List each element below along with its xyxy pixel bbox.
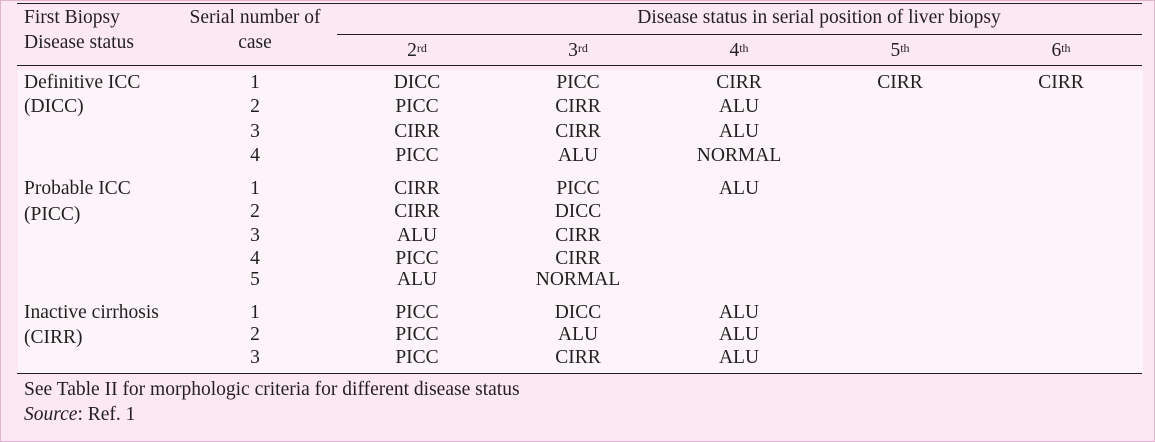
case-number: 2: [250, 324, 260, 345]
case-number: 1: [250, 178, 260, 199]
case-number: 4: [250, 145, 260, 166]
status-cell: PICC: [395, 145, 439, 166]
case-number: 4: [250, 248, 260, 269]
status-cell: ALU: [718, 121, 760, 142]
case-number: 5: [250, 269, 260, 290]
header-position-2: 2rd: [407, 40, 427, 61]
source-text: : Ref. 1: [77, 404, 136, 425]
status-cell: DICC: [554, 302, 602, 323]
status-cell: PICC: [395, 248, 439, 269]
status-cell: PICC: [395, 347, 439, 368]
group-label: Definitive ICC: [24, 72, 141, 93]
status-cell: PICC: [395, 96, 439, 117]
case-number: 2: [250, 96, 260, 117]
status-cell: CIRR: [1038, 72, 1084, 93]
case-number: 1: [250, 302, 260, 323]
case-number: 3: [250, 121, 260, 142]
status-cell: PICC: [395, 324, 439, 345]
table-body-band: [18, 70, 1143, 374]
top-rule: [17, 3, 1142, 4]
status-cell: CIRR: [555, 225, 601, 246]
status-cell: ALU: [557, 324, 599, 345]
group-label: (DICC): [24, 96, 84, 117]
header-disease-status: Disease status: [24, 32, 134, 53]
status-cell: CIRR: [716, 72, 762, 93]
header-position-3: 3rd: [568, 40, 588, 61]
status-cell: PICC: [395, 302, 439, 323]
case-number: 3: [250, 347, 260, 368]
status-cell: PICC: [556, 72, 600, 93]
status-cell: ALU: [718, 324, 760, 345]
body-bottom-rule: [17, 373, 1142, 374]
group-label: (CIRR): [24, 327, 83, 348]
status-cell: CIRR: [394, 178, 440, 199]
status-cell: ALU: [718, 96, 760, 117]
status-cell: ALU: [396, 269, 438, 290]
case-number: 3: [250, 225, 260, 246]
header-position-6: 6th: [1051, 40, 1071, 61]
header-first-biopsy: First Biopsy: [24, 7, 120, 28]
header-case: case: [238, 32, 272, 53]
header-span-title: Disease status in serial position of liv…: [637, 7, 1001, 28]
status-cell: NORMAL: [696, 145, 782, 166]
status-cell: ALU: [557, 145, 599, 166]
source-line: Source: Ref. 1: [24, 404, 135, 426]
footnote: See Table II for morphologic criteria fo…: [24, 379, 520, 400]
group-label: (PICC): [24, 204, 81, 225]
status-cell: ALU: [718, 347, 760, 368]
source-label: Source: [24, 404, 78, 425]
status-cell: PICC: [556, 178, 600, 199]
status-cell: ALU: [396, 225, 438, 246]
case-number: 1: [250, 72, 260, 93]
status-cell: CIRR: [555, 347, 601, 368]
status-cell: CIRR: [555, 121, 601, 142]
span-rule: [337, 34, 1142, 35]
status-cell: ALU: [718, 178, 760, 199]
status-cell: CIRR: [555, 248, 601, 269]
status-cell: ALU: [718, 302, 760, 323]
status-cell: CIRR: [877, 72, 923, 93]
status-cell: CIRR: [394, 201, 440, 222]
status-cell: DICC: [393, 72, 441, 93]
status-cell: NORMAL: [535, 269, 621, 290]
header-position-5: 5th: [890, 40, 910, 61]
group-label: Inactive cirrhosis: [24, 302, 159, 323]
group-label: Probable ICC: [24, 178, 131, 199]
header-bottom-rule: [17, 65, 1142, 66]
status-cell: DICC: [554, 201, 602, 222]
case-number: 2: [250, 201, 260, 222]
status-cell: CIRR: [394, 121, 440, 142]
header-serial-number: Serial number of: [189, 7, 321, 28]
header-position-4: 4th: [729, 40, 749, 61]
status-cell: CIRR: [555, 96, 601, 117]
